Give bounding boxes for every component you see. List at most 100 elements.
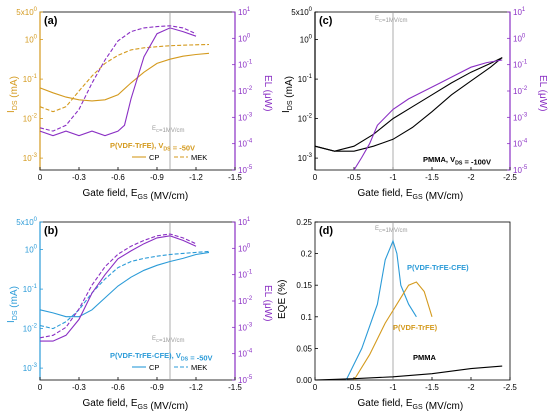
- legend-item-1: MEK: [191, 363, 207, 372]
- series-label-0: P(VDF-TrFE-CFE): [407, 263, 469, 272]
- panel-label: (a): [44, 15, 58, 27]
- ec-annotation: EC=1MV/cm: [152, 336, 185, 344]
- y-left-tick-label: 10-2: [298, 114, 313, 124]
- x-tick-label: -0.6: [111, 383, 125, 392]
- series-line-1: [39, 43, 210, 113]
- y-left-tick-label: 10-3: [298, 153, 313, 163]
- y-right-tick-label: 10-3: [238, 322, 253, 332]
- panel-b: 0 -0.3 -0.6 -0.9 -1.2 -1.5 10-3 10-2 10-1 100 5x10…: [6, 217, 273, 412]
- x-tick-label: -1: [389, 173, 397, 182]
- x-tick-label: -0.6: [111, 173, 125, 182]
- y-right-tick-label: 10-4: [238, 349, 253, 359]
- x-axis-label: Gate field, EGS (MV/cm): [83, 398, 189, 412]
- y-tick-label: 0.25: [296, 218, 312, 227]
- x-tick-label: -1.5: [425, 173, 439, 182]
- x-tick-label: -2: [467, 383, 475, 392]
- y-right-tick-label: 101: [238, 7, 251, 17]
- ec-annotation: EC=1MV/cm: [152, 126, 185, 134]
- y-left-tick-label: 10-1: [298, 74, 313, 84]
- y-tick-label: 0.00: [296, 376, 312, 385]
- y-right-tick-label: 10-2: [238, 296, 253, 306]
- x-tick-label: -0.5: [347, 173, 361, 182]
- y-right-tick-label: 10-5: [513, 165, 528, 175]
- x-tick-label: -1.5: [228, 173, 242, 182]
- y-left-axis-label: IDS (mA): [6, 286, 20, 323]
- y-left-tick-label: 10-1: [23, 74, 38, 84]
- legend-title: P(VDF-TrFE-CFE), VDS = -50V: [110, 351, 213, 362]
- series-line-2: [314, 365, 503, 381]
- y-left-tick-label: 10-2: [23, 324, 38, 334]
- series-line-0: [39, 52, 210, 102]
- x-tick-label: -0.5: [347, 383, 361, 392]
- y-axis-label: EQE (%): [277, 280, 288, 319]
- panel-label: (d): [319, 225, 333, 237]
- series-line-1: [353, 281, 433, 381]
- series-line-2: [353, 59, 503, 171]
- x-axis-label: Gate field, EGS (MV/cm): [358, 188, 464, 202]
- panel-c: 0 -0.5 -1 -1.5 -2 -2.5 10-3 10-2 10-1 100 5x100 10-…: [281, 7, 548, 202]
- y-right-axis-label: EL (μW): [262, 285, 273, 322]
- y-left-tick-label: 5x100: [16, 217, 37, 227]
- y-right-tick-label: 10-1: [238, 270, 253, 280]
- y-right-tick-label: 10-4: [238, 139, 253, 149]
- x-tick-label: -0.3: [72, 173, 86, 182]
- legend-item-0: CP: [149, 363, 159, 372]
- x-tick-label: -2: [467, 173, 475, 182]
- x-tick-label: 0: [313, 383, 318, 392]
- legend-title: P(VDF-TrFE), VDS = -50V: [110, 141, 195, 152]
- y-right-tick-label: 100: [513, 33, 526, 43]
- y-left-tick-label: 5x100: [291, 7, 312, 17]
- series-line-0: [39, 251, 210, 318]
- x-tick-label: -0.9: [150, 173, 164, 182]
- series-label-1: P(VDF-TrFE): [393, 323, 438, 332]
- x-tick-label: -1.5: [228, 383, 242, 392]
- plot-frame: [314, 11, 511, 171]
- x-tick-label: -2.5: [503, 383, 517, 392]
- y-right-tick-label: 10-5: [238, 165, 253, 175]
- y-left-tick-label: 5x100: [16, 7, 37, 17]
- y-right-tick-label: 10-4: [513, 139, 528, 149]
- y-right-tick-label: 10-2: [238, 86, 253, 96]
- y-right-tick-label: 101: [513, 7, 526, 17]
- x-tick-label: -0.3: [72, 383, 86, 392]
- x-tick-label: -1.2: [189, 383, 203, 392]
- y-right-tick-label: 100: [238, 33, 251, 43]
- y-left-tick-label: 10-1: [23, 284, 38, 294]
- panel-a: 0 -0.3 -0.6 -0.9 -1.2 -1.5 10-3 10-2 10-1 100 5x10…: [6, 7, 273, 202]
- legend-item-0: CP: [149, 153, 159, 162]
- series-line-2: [40, 235, 197, 342]
- legend-title: PMMA, VDS = -100V: [423, 155, 491, 166]
- x-tick-label: -1.5: [425, 383, 439, 392]
- y-right-tick-label: 10-3: [513, 112, 528, 122]
- y-left-axis-label: IDS (mA): [281, 76, 295, 113]
- y-right-axis-label: EL (μW): [537, 75, 548, 112]
- x-tick-label: 0: [38, 383, 43, 392]
- panel-label: (c): [319, 15, 333, 27]
- x-tick-label: -1: [389, 383, 397, 392]
- legend-item-1: MEK: [191, 153, 207, 162]
- x-tick-label: 0: [38, 173, 43, 182]
- y-right-axis-label: EL (μW): [262, 75, 273, 112]
- y-left-tick-label: 10-2: [23, 114, 38, 124]
- y-left-tick-label: 10-3: [23, 363, 38, 373]
- y-left-tick-label: 100: [25, 245, 38, 255]
- panel-d: 0 -0.5 -1 -1.5 -2 -2.5 0.00 0.05 0.1 0.15 0.2 0.25 E…: [277, 218, 517, 412]
- x-tick-label: 0: [313, 173, 318, 182]
- y-right-tick-label: 100: [238, 243, 251, 253]
- x-axis-label: Gate field, EGS (MV/cm): [358, 398, 464, 412]
- x-tick-label: -0.9: [150, 383, 164, 392]
- x-tick-label: -1.2: [189, 173, 203, 182]
- series-line-0: [345, 239, 417, 381]
- y-tick-label: 0.2: [301, 250, 313, 259]
- y-tick-label: 0.15: [296, 281, 312, 290]
- series-label-2: PMMA: [413, 353, 436, 362]
- x-axis-label: Gate field, EGS (MV/cm): [83, 188, 189, 202]
- series-line-3: [39, 233, 197, 339]
- ec-annotation: EC=1MV/cm: [375, 226, 408, 234]
- panel-label: (b): [44, 225, 58, 237]
- x-tick-label: -2.5: [503, 173, 517, 182]
- y-left-axis-label: IDS (mA): [6, 76, 20, 113]
- series-line-1: [314, 57, 503, 152]
- y-left-tick-label: 100: [300, 35, 313, 45]
